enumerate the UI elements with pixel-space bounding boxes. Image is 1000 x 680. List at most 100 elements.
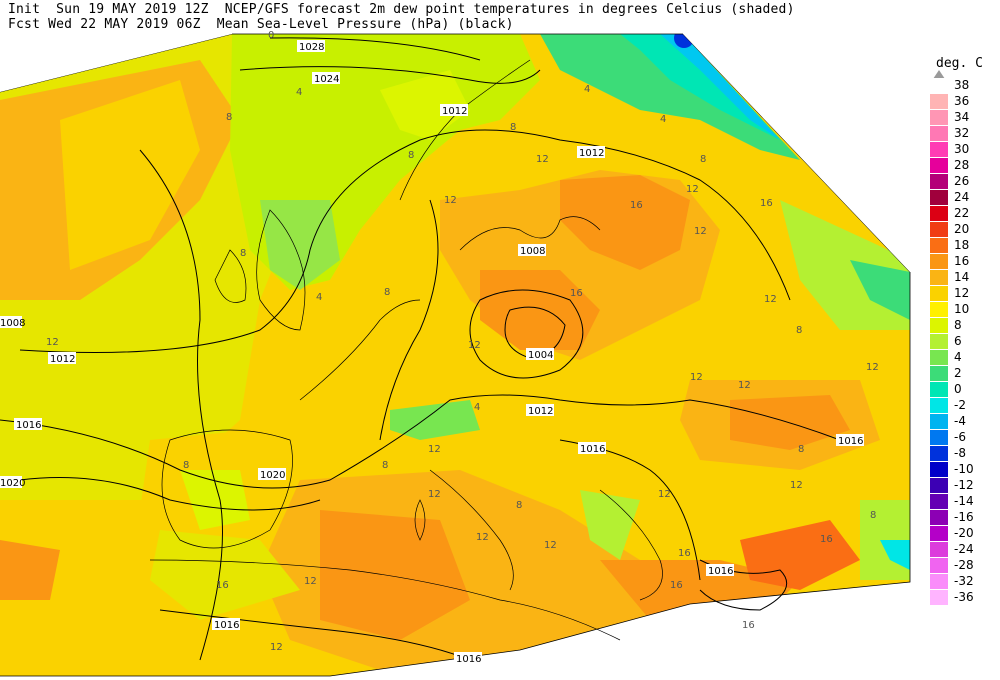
legend-label: 14 [954,270,970,284]
legend-swatch [930,94,948,109]
legend-label: 34 [954,110,970,124]
dewpoint-label: 8 [510,122,516,133]
dewpoint-label: 8 [700,154,706,165]
legend-label: 20 [954,222,970,236]
legend-entry: 0 [930,382,990,398]
legend-swatch [930,414,948,429]
isobar-label: 1004 [528,350,553,361]
dewpoint-label: 4 [660,114,666,125]
legend-swatch [930,158,948,173]
legend-swatch [930,430,948,445]
legend-entry: -2 [930,398,990,414]
dewpoint-label: 12 [304,576,317,587]
legend-label: -28 [954,558,974,572]
legend-entry: -24 [930,542,990,558]
dewpoint-shading [0,34,910,676]
isobar-label: 1020 [0,478,25,489]
legend-label: 36 [954,94,970,108]
dewpoint-label: 4 [584,84,590,95]
dewpoint-label: 8 [798,444,804,455]
legend-swatch [930,398,948,413]
dewpoint-label: 12 [536,154,549,165]
dewpoint-label: 12 [764,294,777,305]
legend-swatch [930,382,948,397]
legend-swatch [930,318,948,333]
legend-label: 28 [954,158,970,172]
legend-label: -10 [954,462,974,476]
legend-swatch [930,78,948,93]
legend-swatch [930,110,948,125]
legend-label: 6 [954,334,962,348]
dewpoint-label: 12 [476,532,489,543]
legend-label: -32 [954,574,974,588]
dewpoint-label: 8 [384,287,390,298]
dewpoint-label: 8 [382,460,388,471]
legend-swatch [930,238,948,253]
legend-swatch [930,302,948,317]
legend-swatch [930,366,948,381]
legend-swatch [930,590,948,605]
legend-label: 16 [954,254,970,268]
legend-label: -14 [954,494,974,508]
legend-entry: 28 [930,158,990,174]
dewpoint-label: 8 [870,510,876,521]
legend-entry: -36 [930,590,990,606]
dewpoint-label: 0 [268,30,274,41]
legend-swatch [930,526,948,541]
legend-entry: 14 [930,270,990,286]
legend-label: 38 [954,78,970,92]
legend-entry: 36 [930,94,990,110]
legend-swatch [930,462,948,477]
legend-label: 0 [954,382,962,396]
dewpoint-label: 8 [226,112,232,123]
dewpoint-label: 16 [760,198,773,209]
legend-swatch [930,494,948,509]
dewpoint-label: 8 [183,460,189,471]
isobar-label: 1012 [579,148,604,159]
legend-entry: -8 [930,446,990,462]
legend-label: -24 [954,542,974,556]
dewpoint-label: 12 [790,480,803,491]
dewpoint-label: 8 [516,500,522,511]
legend-entry: 30 [930,142,990,158]
legend-swatch [930,478,948,493]
legend-entry: -6 [930,430,990,446]
legend-swatch [930,334,948,349]
legend-label: -36 [954,590,974,604]
legend-entry: -20 [930,526,990,542]
dewpoint-label: 16 [678,548,691,559]
legend-entry: 20 [930,222,990,238]
dewpoint-label: 12 [428,489,441,500]
legend-swatch [930,126,948,141]
legend-entry: 10 [930,302,990,318]
legend-entry: 18 [930,238,990,254]
isobar-lines [0,37,841,661]
legend-entry: 12 [930,286,990,302]
legend-label: 18 [954,238,970,252]
legend-entry: 2 [930,366,990,382]
dewpoint-label: 12 [686,184,699,195]
legend-swatch [930,270,948,285]
legend-entry: -28 [930,558,990,574]
isobar-label: 1008 [520,246,545,257]
legend-label: 26 [954,174,970,188]
isobar-label: 1016 [708,566,733,577]
legend-swatch [930,190,948,205]
map-frame [0,33,911,677]
legend-swatch [930,510,948,525]
legend-swatch [930,254,948,269]
legend-swatch [930,558,948,573]
legend-entry: 34 [930,110,990,126]
legend-entry: 4 [930,350,990,366]
legend-entry: 38 [930,78,990,94]
dewpoint-label: 12 [444,195,457,206]
dewpoint-labels: 0 4 8 12 16 4 8 12 8 4 8 12 16 8 12 12 8… [46,30,879,653]
legend-label: 30 [954,142,970,156]
legend-label: 2 [954,366,962,380]
legend-label: -2 [954,398,966,412]
dewpoint-label: 4 [474,402,480,413]
legend-label: -12 [954,478,974,492]
legend-label: 24 [954,190,970,204]
legend-entry: -16 [930,510,990,526]
